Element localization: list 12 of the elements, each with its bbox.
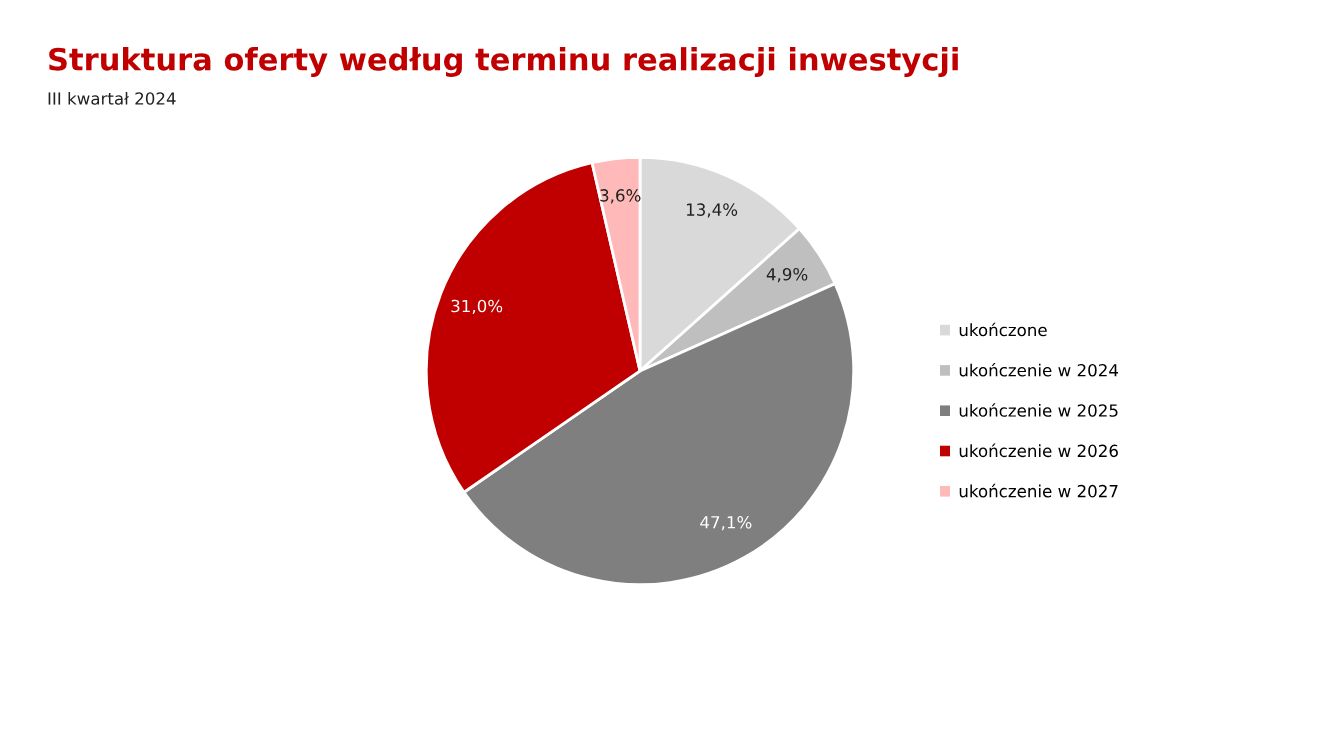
- chart-title: Struktura oferty według terminu realizacji inwestycji: [49, 47, 958, 77]
- legend-label: ukończenie w 2026: [959, 443, 1118, 458]
- text: III kwartał 2024: [48, 91, 176, 105]
- data-label: 31,0%: [451, 299, 503, 315]
- legend-label: ukończenie w 2027: [959, 483, 1118, 498]
- data-label: 4,9%: [766, 267, 808, 283]
- legend-label: ukończone: [959, 322, 1047, 337]
- legend-label: ukończenie w 2024: [959, 362, 1119, 377]
- legend-label: ukończenie w 2025: [959, 403, 1118, 417]
- data-label: 47,1%: [700, 516, 752, 531]
- data-label: 3,6%: [600, 189, 641, 204]
- data-label: 13,4%: [686, 203, 738, 218]
